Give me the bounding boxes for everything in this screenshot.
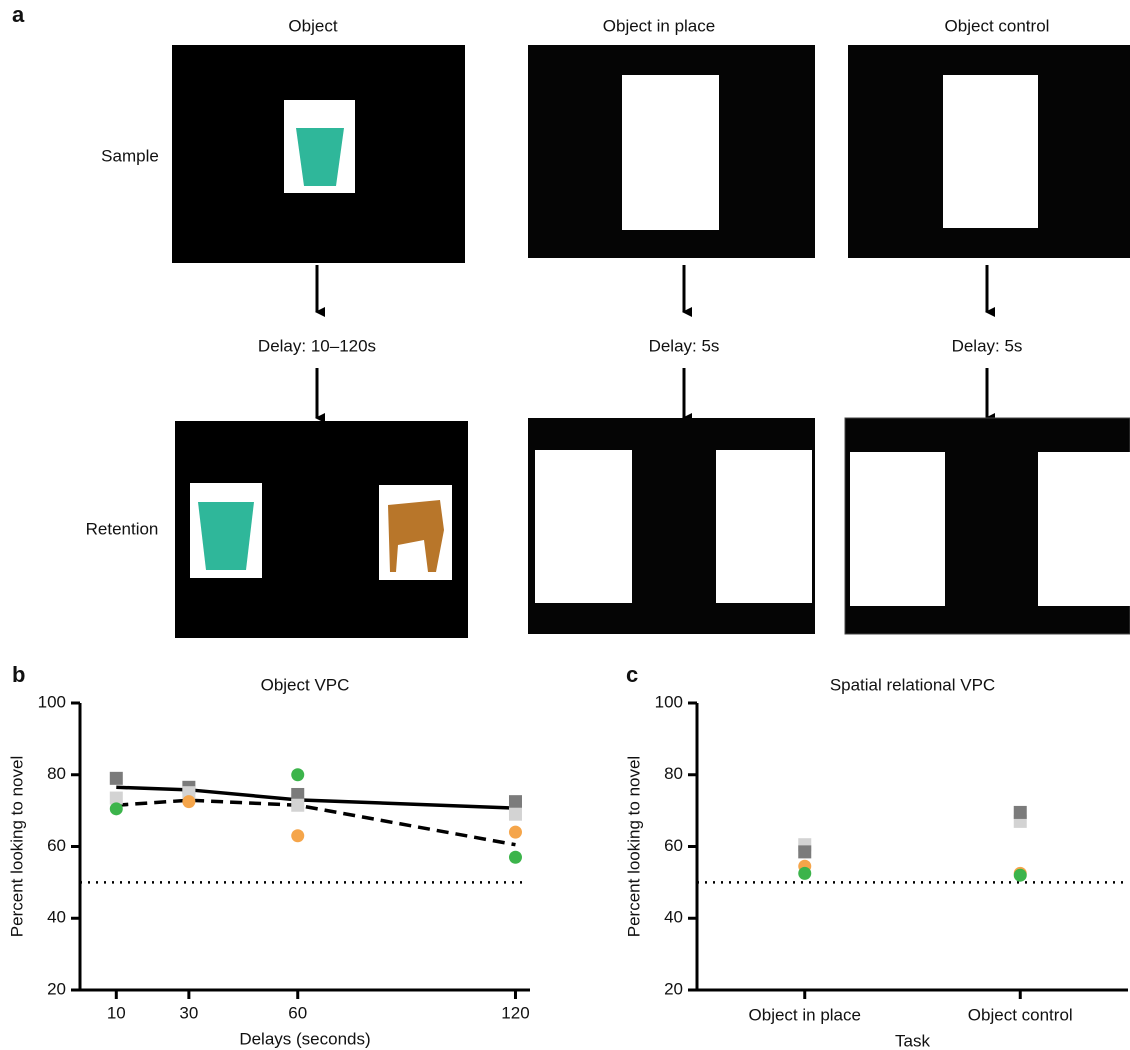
chart-title: Spatial relational VPC	[830, 675, 995, 694]
stimulus-card	[622, 75, 719, 230]
circle-point	[798, 867, 811, 880]
panel-label: a	[12, 2, 25, 27]
circle-point	[1014, 869, 1027, 882]
square-point	[798, 845, 811, 858]
x-tick-label: Object control	[968, 1005, 1073, 1024]
x-axis-label: Task	[895, 1031, 930, 1050]
y-tick-label: 60	[664, 836, 683, 855]
stimulus-card	[535, 450, 632, 603]
circle-point	[509, 826, 522, 839]
delay-label: Delay: 5s	[649, 336, 720, 355]
circle-point	[182, 795, 195, 808]
y-axis-label: Percent looking to novel	[7, 756, 26, 937]
x-tick-label: 120	[501, 1003, 529, 1022]
square-point	[1014, 806, 1027, 819]
y-tick-label: 20	[47, 979, 66, 998]
circle-point	[291, 768, 304, 781]
panel-label: c	[626, 662, 638, 687]
series-line	[116, 787, 515, 808]
x-tick-label: 30	[179, 1003, 198, 1022]
delay-label: Delay: 5s	[952, 336, 1023, 355]
square-point	[291, 799, 304, 812]
column-title: Object in place	[603, 16, 715, 35]
y-tick-label: 40	[47, 908, 66, 927]
bucket-icon	[198, 502, 254, 570]
circle-point	[291, 829, 304, 842]
row-label: Sample	[101, 146, 159, 165]
x-tick-label: 60	[288, 1003, 307, 1022]
column-title: Object control	[945, 16, 1050, 35]
stimulus-card	[943, 75, 1038, 228]
chart-title: Object VPC	[261, 675, 350, 694]
y-tick-label: 100	[38, 692, 66, 711]
x-axis-label: Delays (seconds)	[239, 1029, 370, 1048]
y-axis-label: Percent looking to novel	[624, 756, 643, 937]
y-tick-label: 20	[664, 979, 683, 998]
x-tick-label: Object in place	[749, 1005, 861, 1024]
stimulus-card	[1038, 452, 1130, 606]
y-tick-label: 80	[664, 764, 683, 783]
panel-a: a Object Object in place Object control …	[12, 2, 1130, 638]
square-point	[509, 808, 522, 821]
square-point	[110, 772, 123, 785]
column-title: Object	[288, 16, 337, 35]
delay-label: Delay: 10–120s	[258, 336, 376, 355]
stimulus-card	[850, 452, 945, 606]
panel-label: b	[12, 662, 25, 687]
y-tick-label: 100	[655, 692, 683, 711]
figure: a Object Object in place Object control …	[0, 0, 1130, 1050]
y-tick-label: 80	[47, 764, 66, 783]
y-tick-label: 60	[47, 836, 66, 855]
circle-point	[110, 802, 123, 815]
circle-point	[509, 851, 522, 864]
stimulus-card	[716, 450, 812, 603]
row-label: Retention	[86, 519, 159, 538]
x-tick-label: 10	[107, 1003, 126, 1022]
y-tick-label: 40	[664, 908, 683, 927]
square-point	[509, 795, 522, 808]
bucket-icon	[296, 128, 344, 186]
